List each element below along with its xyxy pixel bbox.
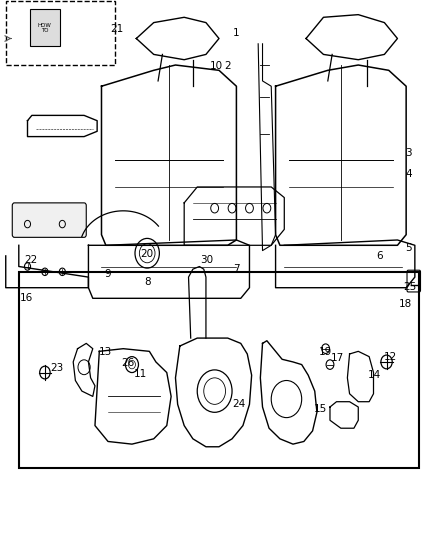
Text: 8: 8 [144,277,151,287]
Text: 18: 18 [399,298,412,309]
Text: 22: 22 [25,255,38,264]
Text: 23: 23 [50,364,64,373]
Text: 24: 24 [232,399,245,409]
Text: 12: 12 [383,352,397,361]
Text: 10: 10 [210,61,223,71]
Text: 7: 7 [233,264,240,274]
Text: 30: 30 [200,255,213,265]
Text: 14: 14 [368,370,381,380]
Text: 4: 4 [405,169,412,179]
Text: 21: 21 [110,24,124,34]
Text: 13: 13 [99,348,112,358]
Text: 20: 20 [141,249,154,260]
Text: 3: 3 [405,148,412,158]
Text: 2: 2 [224,61,231,71]
Text: 25: 25 [403,281,416,292]
Text: 15: 15 [314,403,327,414]
Text: 19: 19 [319,348,332,358]
Text: 11: 11 [134,369,147,379]
Text: 26: 26 [121,358,134,368]
Text: 1: 1 [233,28,240,38]
Text: 6: 6 [377,251,383,261]
Text: 9: 9 [105,270,111,279]
FancyBboxPatch shape [12,203,86,237]
Text: 16: 16 [20,293,33,303]
Text: HOW
TO: HOW TO [38,22,52,33]
Text: 5: 5 [405,243,412,253]
Text: 17: 17 [331,353,344,362]
FancyBboxPatch shape [30,10,60,46]
